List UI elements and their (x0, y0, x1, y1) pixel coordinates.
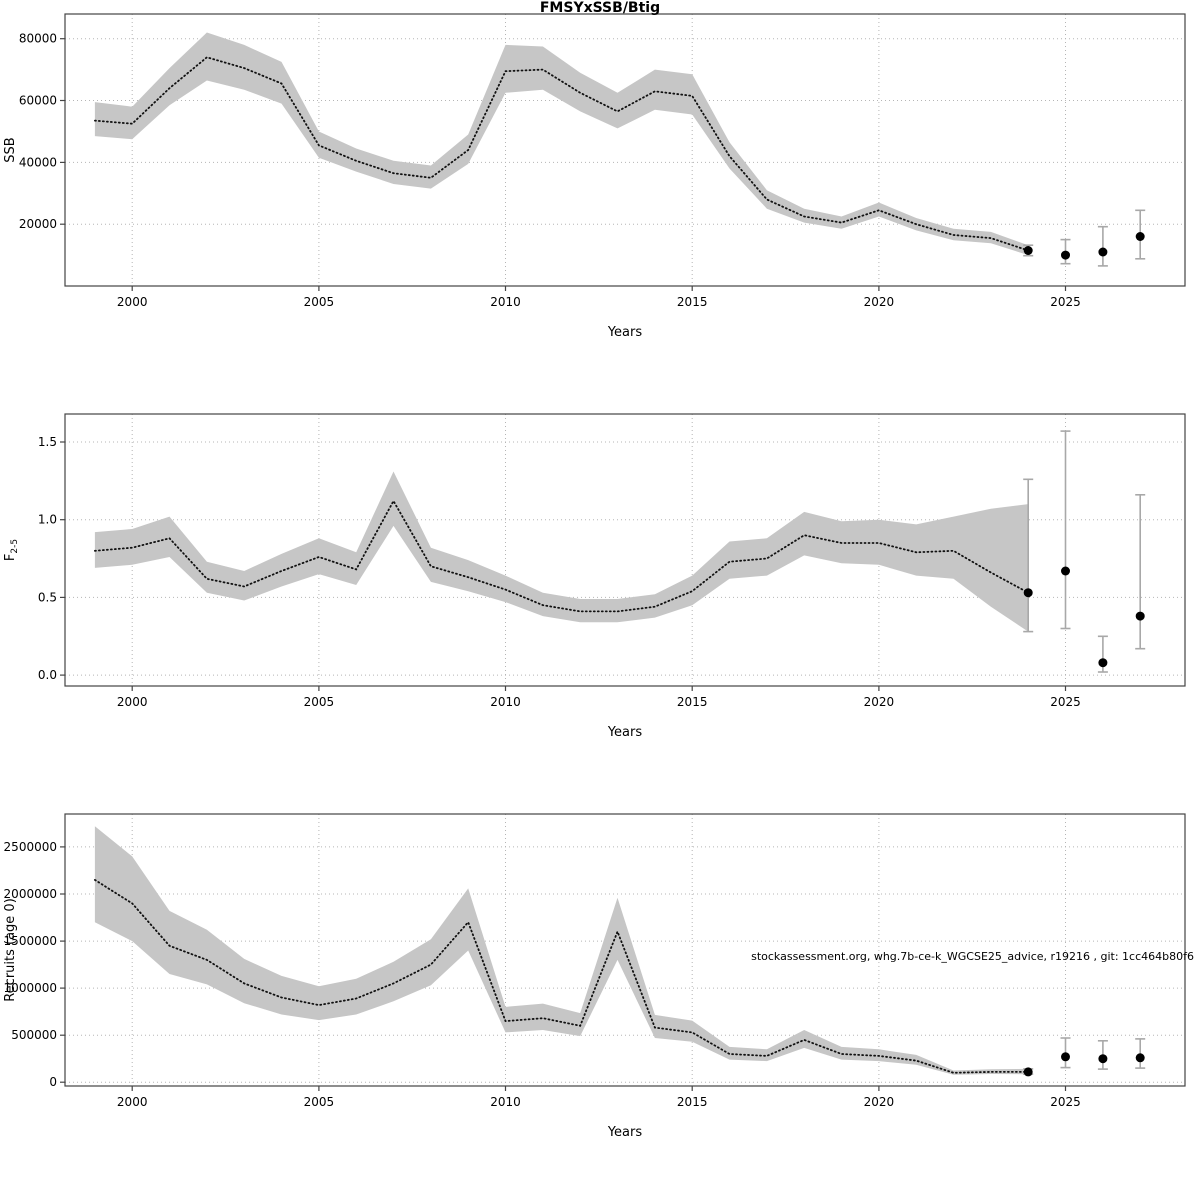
ssb-chart: 2000 2005 2010 2015 2020 2025 20000 40000 60000 8… (3, 13, 1186, 340)
chart-title: FMSYxSSB/Btig (539, 0, 661, 16)
svg-text:2005: 2005 (304, 295, 335, 309)
svg-text:2015: 2015 (677, 695, 708, 709)
svg-text:2000: 2000 (117, 1095, 148, 1109)
svg-text:0: 0 (49, 1075, 57, 1089)
svg-text:0.5: 0.5 (38, 590, 57, 604)
svg-text:2000: 2000 (117, 295, 148, 309)
svg-text:2020: 2020 (864, 695, 895, 709)
svg-text:Years: Years (607, 1125, 643, 1140)
svg-text:60000: 60000 (19, 94, 57, 108)
svg-text:2005: 2005 (304, 695, 335, 709)
watermark-text: stockassessment.org, whg.7b-ce-k_WGCSE25… (751, 950, 1194, 963)
fishing-mortality-chart: 2000 2005 2010 2015 2020 2025 0.0 0.5 1.0 1.5 Year… (3, 413, 1186, 740)
svg-text:1500000: 1500000 (4, 934, 57, 948)
svg-text:2015: 2015 (677, 295, 708, 309)
svg-text:2025: 2025 (1050, 1095, 1081, 1109)
svg-text:2020: 2020 (864, 295, 895, 309)
svg-text:1.5: 1.5 (38, 435, 57, 449)
svg-text:0.0: 0.0 (38, 668, 57, 682)
svg-text:500000: 500000 (11, 1028, 57, 1042)
svg-text:2025: 2025 (1050, 295, 1081, 309)
svg-text:SSB: SSB (3, 137, 18, 162)
svg-text:2000000: 2000000 (4, 887, 57, 901)
svg-text:2010: 2010 (490, 1095, 521, 1109)
svg-text:2010: 2010 (490, 295, 521, 309)
svg-text:Recruits (age 0): Recruits (age 0) (3, 898, 18, 1002)
svg-text:2500000: 2500000 (4, 840, 57, 854)
svg-text:40000: 40000 (19, 155, 57, 169)
svg-text:2015: 2015 (677, 1095, 708, 1109)
svg-text:20000: 20000 (19, 217, 57, 231)
fishing-mortality-panel: 2000 2005 2010 2015 2020 2025 0.0 0.5 1.0 1.5 Year… (0, 400, 1200, 800)
svg-text:2010: 2010 (490, 695, 521, 709)
svg-text:Years: Years (607, 325, 643, 340)
ssb-panel: 2000 2005 2010 2015 2020 2025 20000 40000 60000 8… (0, 0, 1200, 400)
svg-text:F2-5: F2-5 (3, 539, 20, 561)
svg-text:80000: 80000 (19, 32, 57, 46)
svg-text:Years: Years (607, 725, 643, 740)
svg-text:1.0: 1.0 (38, 513, 57, 527)
svg-text:2020: 2020 (864, 1095, 895, 1109)
svg-text:2000: 2000 (117, 695, 148, 709)
svg-text:1000000: 1000000 (4, 981, 57, 995)
recruitment-chart: 2000 2005 2010 2015 2020 2025 0 500000 1000000 15… (3, 813, 1186, 1140)
svg-text:2025: 2025 (1050, 695, 1081, 709)
recruitment-panel: 2000 2005 2010 2015 2020 2025 0 500000 1000000 15… (0, 800, 1200, 1200)
svg-text:2005: 2005 (304, 1095, 335, 1109)
